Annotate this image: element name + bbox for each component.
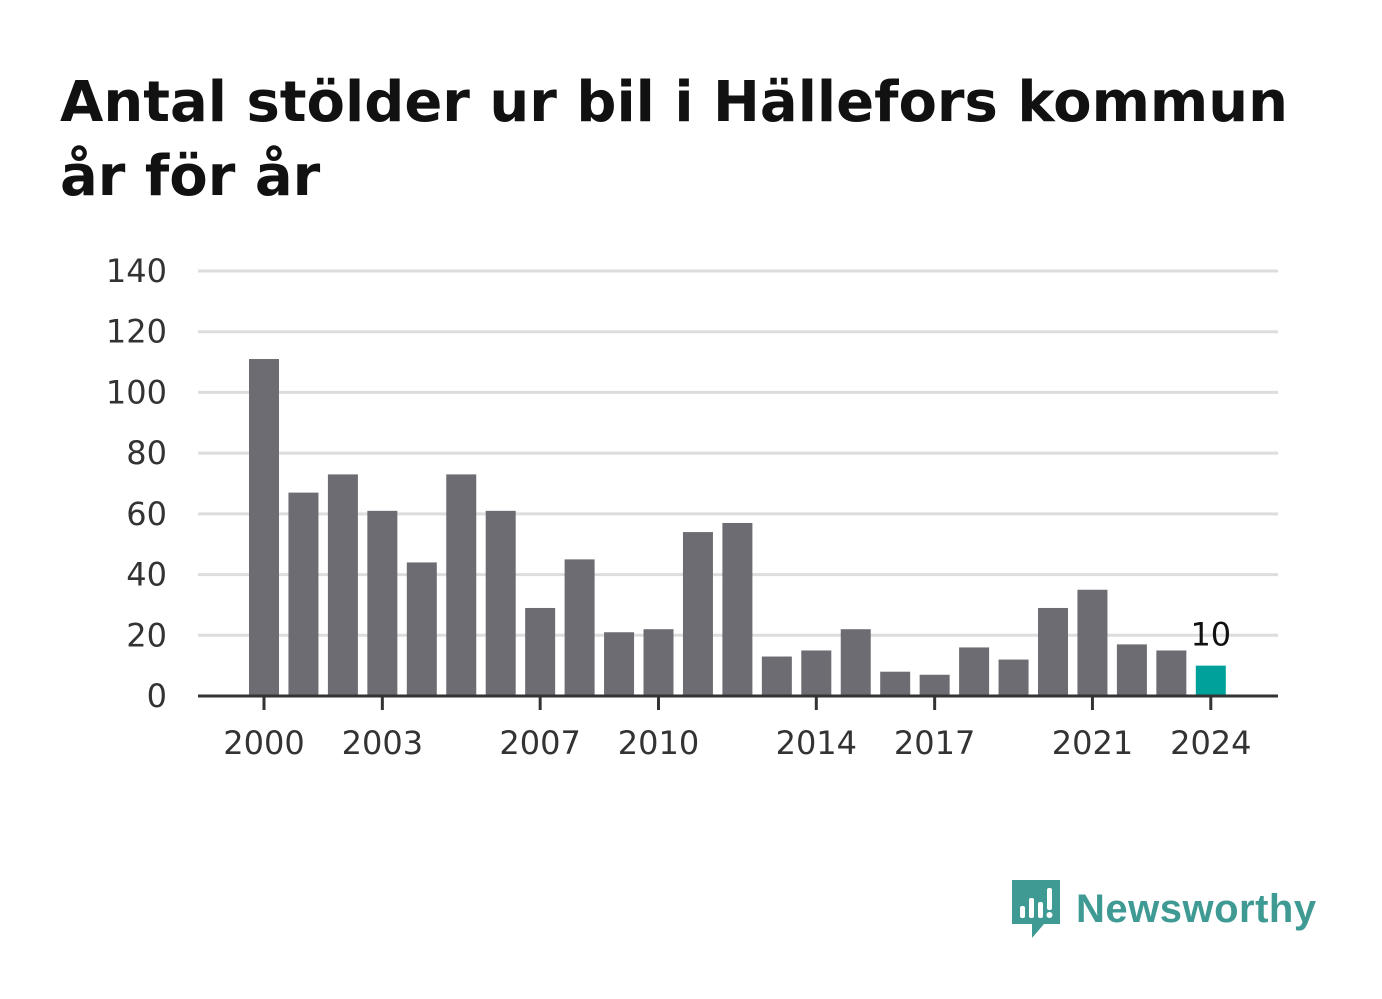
newsworthy-logo: Newsworthy	[1010, 878, 1317, 940]
x-tick-label: 2021	[1052, 724, 1133, 762]
bar	[919, 674, 950, 696]
y-tick-label: 40	[126, 556, 167, 594]
data-label: 10	[1190, 616, 1231, 654]
y-tick-label: 80	[126, 434, 167, 472]
bar	[840, 629, 871, 696]
bar	[682, 532, 713, 696]
bar	[998, 659, 1029, 696]
y-tick-label: 100	[106, 373, 167, 411]
bar	[446, 474, 477, 696]
bar	[959, 647, 990, 696]
y-tick-label: 60	[126, 495, 167, 533]
bar	[801, 650, 832, 696]
x-tick-label: 2017	[894, 724, 975, 762]
bar	[1077, 589, 1108, 696]
bar	[406, 562, 437, 696]
y-tick-label: 0	[147, 677, 167, 715]
x-tick-label: 2014	[776, 724, 857, 762]
x-tick-label: 2024	[1170, 724, 1251, 762]
bar	[525, 607, 556, 696]
y-tick-label: 20	[126, 616, 167, 654]
y-tick-label: 120	[106, 313, 167, 351]
bar	[1116, 644, 1147, 696]
x-tick-label: 2003	[342, 724, 423, 762]
brand-name: Newsworthy	[1076, 886, 1317, 931]
bar	[643, 629, 674, 696]
chart-title-line-2: år för år	[60, 144, 321, 209]
bar	[249, 359, 279, 696]
bar	[1195, 665, 1226, 696]
bar	[1038, 607, 1068, 696]
x-tick-label: 2000	[223, 724, 304, 762]
bar	[327, 474, 358, 696]
bar	[1156, 650, 1187, 696]
bar	[367, 510, 398, 696]
y-tick-label: 140	[106, 252, 167, 290]
bar	[761, 656, 792, 696]
newsworthy-logo-icon	[1012, 880, 1060, 938]
bar	[604, 632, 635, 696]
x-tick-label: 2007	[499, 724, 580, 762]
bar	[722, 522, 753, 696]
bar	[564, 559, 595, 696]
chart-title: Antal stölder ur bil i Hällefors kommun …	[60, 66, 1340, 214]
bar	[880, 671, 911, 696]
chart-title-line-1: Antal stölder ur bil i Hällefors kommun	[60, 70, 1289, 135]
x-tick-label: 2010	[618, 724, 699, 762]
bar	[288, 492, 319, 696]
bar	[485, 510, 516, 696]
